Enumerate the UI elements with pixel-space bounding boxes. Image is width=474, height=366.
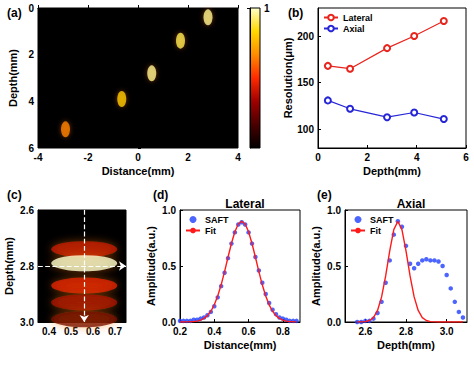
svg-text:0.6: 0.6 bbox=[242, 326, 256, 337]
svg-text:SAFT: SAFT bbox=[205, 215, 229, 225]
svg-text:(e): (e) bbox=[317, 188, 332, 202]
svg-text:1.0: 1.0 bbox=[162, 205, 176, 216]
svg-text:2.6: 2.6 bbox=[358, 326, 372, 337]
svg-text:1: 1 bbox=[264, 3, 270, 14]
svg-text:100: 100 bbox=[297, 124, 314, 135]
svg-text:0.7: 0.7 bbox=[108, 326, 122, 337]
svg-text:Amplitude(a.u.): Amplitude(a.u.) bbox=[310, 226, 322, 306]
svg-text:SAFT: SAFT bbox=[370, 215, 394, 225]
svg-text:(b): (b) bbox=[288, 6, 303, 20]
svg-text:0.0: 0.0 bbox=[327, 317, 341, 328]
svg-text:2.8: 2.8 bbox=[399, 326, 413, 337]
svg-text:0.5: 0.5 bbox=[162, 261, 176, 272]
svg-text:Fit: Fit bbox=[205, 226, 216, 236]
svg-text:(c): (c) bbox=[7, 188, 22, 202]
svg-text:4: 4 bbox=[414, 152, 420, 163]
svg-text:2: 2 bbox=[28, 49, 34, 60]
svg-text:4: 4 bbox=[235, 152, 241, 163]
svg-text:0: 0 bbox=[315, 152, 321, 163]
svg-text:2.6: 2.6 bbox=[20, 205, 34, 216]
svg-text:2: 2 bbox=[185, 152, 191, 163]
svg-text:200: 200 bbox=[297, 31, 314, 42]
svg-text:Axial: Axial bbox=[343, 24, 365, 34]
svg-text:2.8: 2.8 bbox=[20, 261, 34, 272]
svg-text:Amplitude(a.u.): Amplitude(a.u.) bbox=[145, 226, 157, 306]
svg-text:(a): (a) bbox=[7, 6, 22, 20]
svg-text:0: 0 bbox=[135, 152, 141, 163]
svg-text:1.0: 1.0 bbox=[327, 205, 341, 216]
svg-text:150: 150 bbox=[297, 77, 314, 88]
svg-text:Fit: Fit bbox=[370, 226, 381, 236]
svg-text:0: 0 bbox=[28, 3, 34, 14]
svg-text:4: 4 bbox=[28, 96, 34, 107]
svg-text:0.8: 0.8 bbox=[276, 326, 290, 337]
svg-text:3.0: 3.0 bbox=[440, 326, 454, 337]
svg-text:0.0: 0.0 bbox=[162, 316, 176, 328]
svg-text:Distance(mm): Distance(mm) bbox=[102, 165, 175, 177]
svg-text:-2: -2 bbox=[84, 152, 93, 163]
svg-text:Depth(mm): Depth(mm) bbox=[377, 339, 435, 351]
svg-text:-4: -4 bbox=[34, 152, 43, 163]
svg-text:Depth(mm): Depth(mm) bbox=[3, 237, 15, 295]
svg-text:Lateral: Lateral bbox=[225, 197, 264, 211]
svg-text:Axial: Axial bbox=[397, 197, 426, 211]
svg-text:(d): (d) bbox=[153, 188, 168, 202]
svg-text:Lateral: Lateral bbox=[343, 13, 373, 23]
svg-text:6: 6 bbox=[28, 142, 34, 154]
svg-text:0.4: 0.4 bbox=[207, 326, 221, 337]
svg-text:6: 6 bbox=[463, 152, 469, 163]
svg-text:0.6: 0.6 bbox=[86, 326, 100, 337]
svg-text:Depth(mm): Depth(mm) bbox=[7, 49, 19, 107]
svg-text:Resolution(μm): Resolution(μm) bbox=[282, 37, 294, 118]
svg-text:2: 2 bbox=[365, 152, 371, 163]
svg-text:Distance(mm): Distance(mm) bbox=[204, 339, 277, 351]
svg-text:0.4: 0.4 bbox=[42, 326, 56, 337]
svg-text:Depth(mm): Depth(mm) bbox=[363, 165, 421, 177]
svg-text:3.0: 3.0 bbox=[20, 317, 34, 328]
svg-text:0.5: 0.5 bbox=[64, 326, 78, 337]
svg-text:0.2: 0.2 bbox=[173, 326, 187, 337]
svg-text:0.5: 0.5 bbox=[327, 261, 341, 272]
